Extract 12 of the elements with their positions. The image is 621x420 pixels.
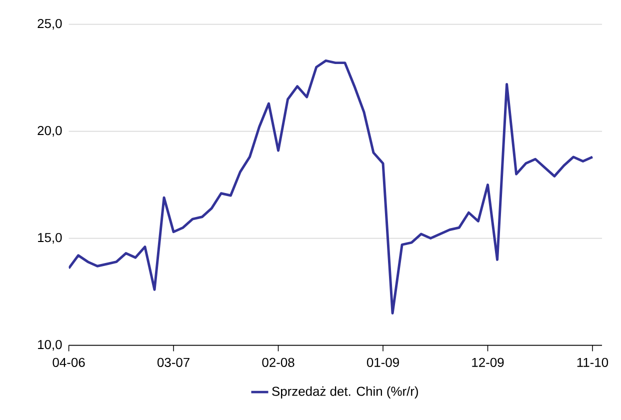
x-tick-label: 12-09 [472, 358, 504, 367]
y-tick-label: 15,0 [38, 232, 62, 244]
line-series [68, 59, 594, 314]
x-tick-label: 04-06 [52, 358, 85, 367]
x-tick-label: 02-08 [262, 358, 294, 367]
y-tick-label: 10,0 [38, 340, 62, 351]
x-tick-label: 11-10 [577, 358, 608, 367]
y-tick-label: 20,0 [38, 126, 62, 137]
y-tick-label: 25,0 [38, 18, 62, 30]
x-tick-label: 01-09 [366, 358, 399, 367]
legend-label: Sprzedaż det. Chin (%r/r) [272, 386, 418, 398]
x-tick-label: 03-07 [157, 358, 190, 367]
